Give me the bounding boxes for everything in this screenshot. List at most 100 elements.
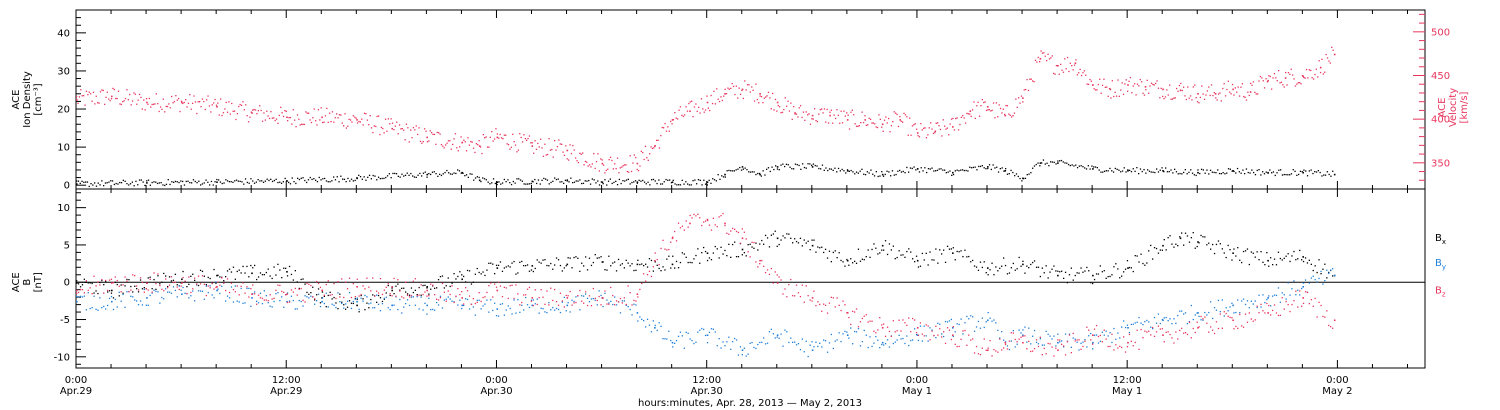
b-point-Bz (679, 227, 682, 229)
b-point-By (900, 338, 902, 340)
b-point-Bx (861, 258, 863, 260)
density-point (333, 176, 335, 178)
b-point-Bz (656, 258, 658, 261)
b-point-Bx (476, 267, 478, 270)
velocity-point (791, 118, 793, 120)
b-point-By (662, 338, 664, 340)
velocity-point (1160, 87, 1162, 89)
b-point-By (1167, 320, 1169, 322)
density-point (214, 181, 216, 183)
b-point-Bx-anchor (1302, 256, 1304, 258)
b-point-By (389, 309, 391, 311)
b-point-Bx (406, 293, 409, 295)
b-point-By (1037, 343, 1040, 345)
b-point-Bz (1301, 305, 1303, 307)
velocity-point (854, 123, 856, 125)
velocity-point (162, 98, 164, 100)
velocity-point (713, 90, 715, 92)
b-point-By (739, 346, 742, 348)
b-point-By (1003, 339, 1005, 341)
b-point-Bz (662, 239, 664, 241)
density-point (88, 185, 90, 188)
density-point (293, 181, 295, 183)
velocity-point (432, 133, 434, 135)
b-point-By (946, 321, 949, 323)
b-point-By-anchor (426, 304, 428, 307)
bottom-panel-frame (75, 188, 1426, 369)
velocity-point (805, 111, 807, 113)
b-point-By (1264, 302, 1266, 304)
velocity-point (911, 125, 914, 127)
density-point (877, 175, 879, 178)
velocity-point (88, 91, 90, 93)
b-point-Bz (345, 281, 347, 283)
b-point-Bz (176, 286, 178, 288)
density-point (1287, 174, 1289, 176)
b-point-Bz (763, 265, 765, 267)
b-point-Bx (273, 266, 275, 268)
y-label-velocity-line: [km/s] (1459, 91, 1470, 123)
velocity-point (1064, 58, 1066, 60)
velocity-point (158, 110, 160, 113)
b-point-Bx (1204, 236, 1206, 238)
density-point-anchor (601, 181, 604, 183)
density-point (248, 182, 250, 184)
b-point-Bx (1186, 235, 1189, 237)
b-point-Bx (735, 256, 738, 258)
b-point-By (745, 355, 747, 357)
velocity-point (1279, 82, 1281, 84)
density-point (422, 172, 425, 174)
density-point (300, 177, 302, 179)
velocity-point (110, 98, 113, 100)
b-point-By (650, 331, 653, 333)
b-point-Bx (919, 265, 922, 267)
density-point (534, 178, 536, 181)
b-point-By (801, 338, 803, 340)
b-point-Bx (430, 288, 432, 290)
b-point-By (1121, 326, 1123, 328)
b-point-Bz (165, 278, 167, 280)
b-point-By (321, 297, 324, 299)
b-point-Bx (283, 267, 285, 269)
b-point-Bz (1136, 329, 1138, 331)
velocity-point (94, 103, 96, 105)
velocity-point (577, 161, 580, 164)
b-point-Bx (577, 257, 579, 259)
b-point-By (379, 310, 382, 312)
b-point-Bx (176, 284, 178, 286)
b-point-Bz (1328, 324, 1330, 327)
b-point-Bx (188, 283, 190, 285)
b-point-Bz (569, 290, 571, 293)
velocity-point (665, 130, 668, 132)
density-point (884, 173, 886, 176)
b-point-Bx (141, 288, 144, 290)
density-point (381, 177, 383, 180)
density-point (133, 185, 135, 187)
b-point-By (410, 296, 413, 298)
b-point-By-anchor (566, 304, 569, 307)
b-point-Bz (735, 230, 738, 233)
b-point-By (1072, 337, 1074, 339)
b-point-Bx (1297, 258, 1299, 260)
density-point (625, 179, 628, 181)
b-point-By (1204, 311, 1206, 314)
velocity-point (1019, 102, 1021, 104)
velocity-point (767, 91, 770, 93)
velocity-point (1113, 95, 1115, 98)
b-point-By (768, 331, 771, 333)
b-point-Bx (813, 239, 815, 241)
b-point-Bx (1080, 267, 1082, 269)
density-point (1041, 162, 1043, 164)
density-point (243, 183, 245, 185)
b-point-Bz (194, 277, 196, 279)
b-point-By (1159, 322, 1161, 325)
density-point (1006, 173, 1009, 175)
b-point-Bz (192, 288, 194, 290)
density-point (563, 182, 565, 184)
density-point (609, 178, 611, 180)
b-point-Bx (217, 274, 219, 276)
b-point-Bx (1144, 264, 1146, 266)
y-tick-label-b: -10 (54, 352, 70, 363)
velocity-point (85, 90, 88, 92)
velocity-point (299, 124, 301, 126)
